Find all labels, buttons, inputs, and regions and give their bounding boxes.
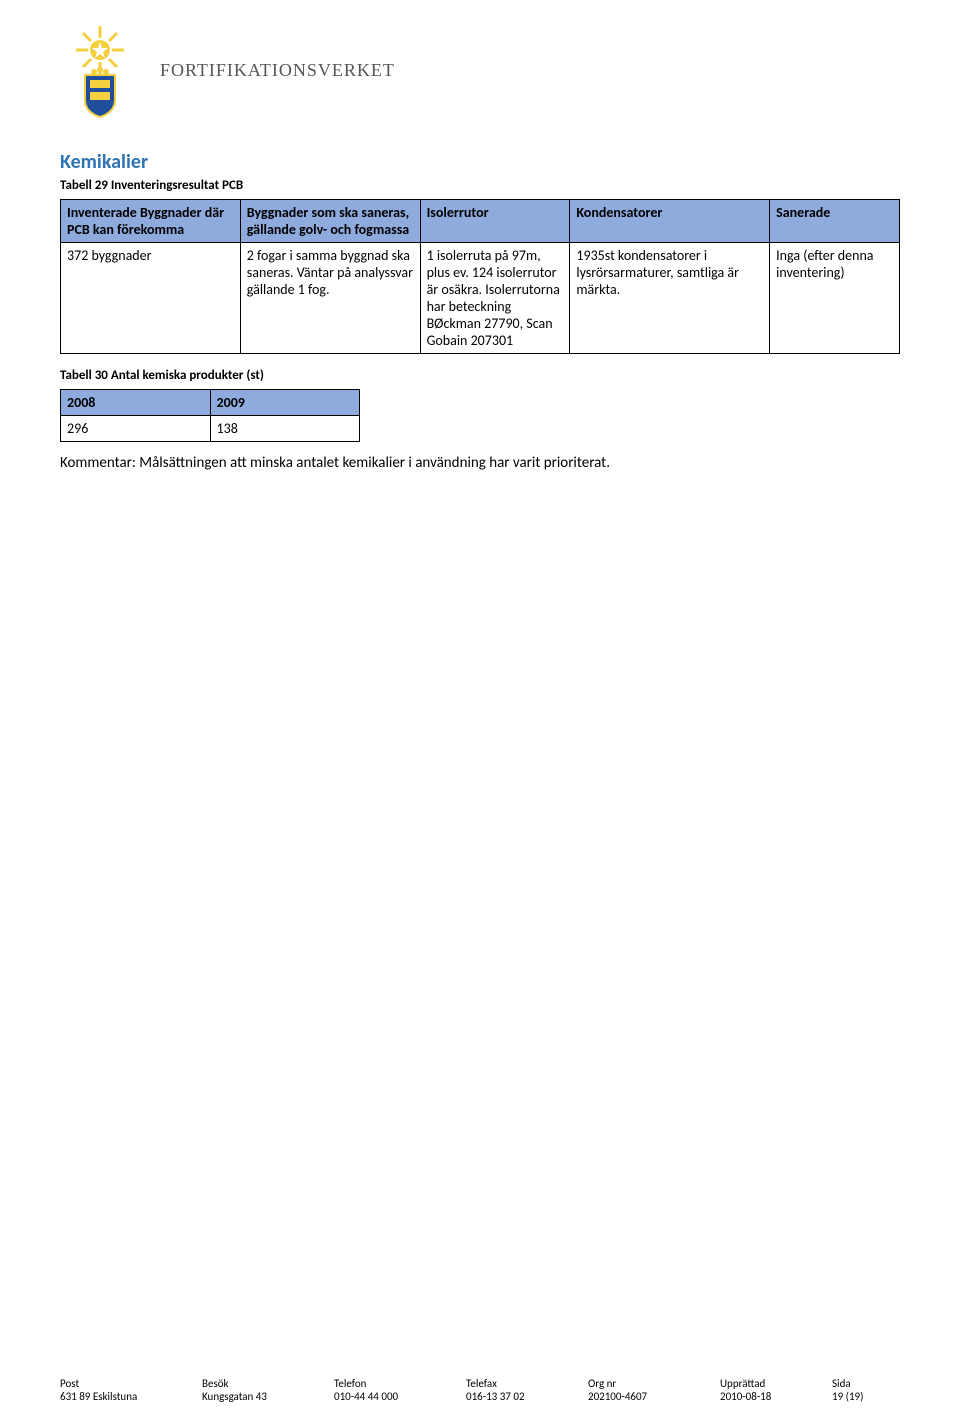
footer-value: 202100-4607: [588, 1390, 698, 1403]
table-pcb: Inventerade Byggnader där PCB kan föreko…: [60, 199, 900, 354]
cell: Inga (efter denna inventering): [770, 243, 900, 354]
col-header: Inventerade Byggnader där PCB kan föreko…: [61, 200, 241, 243]
footer-value: 19 (19): [832, 1390, 892, 1403]
table-kemiska-produkter: 2008 2009 296 138: [60, 389, 360, 442]
table-header-row: Inventerade Byggnader där PCB kan föreko…: [61, 200, 900, 243]
agency-name: FORTIFIKATIONSVERKET: [160, 60, 395, 81]
footer-value: 631 89 Eskilstuna: [60, 1390, 180, 1403]
table-caption-29: Tabell 29 Inventeringsresultat PCB: [60, 178, 900, 193]
cell: 372 byggnader: [61, 243, 241, 354]
col-header: 2009: [210, 390, 360, 416]
footer-label: Org nr: [588, 1377, 698, 1390]
footer-value: 010-44 44 000: [334, 1390, 444, 1403]
agency-logo: [60, 20, 140, 120]
table-row: 372 byggnader 2 fogar i samma byggnad sk…: [61, 243, 900, 354]
footer-labels: Post Besök Telefon Telefax Org nr Upprät…: [60, 1377, 920, 1390]
footer-label: Upprättad: [720, 1377, 810, 1390]
table-row: 296 138: [61, 416, 360, 442]
comment-text: Kommentar: Målsättningen att minska anta…: [60, 454, 900, 472]
footer-values: 631 89 Eskilstuna Kungsgatan 43 010-44 4…: [60, 1390, 920, 1403]
footer-label: Sida: [832, 1377, 892, 1390]
cell: 2 fogar i samma byggnad ska saneras. Vän…: [240, 243, 420, 354]
footer-label: Telefon: [334, 1377, 444, 1390]
footer-value: 2010-08-18: [720, 1390, 810, 1403]
table-caption-30: Tabell 30 Antal kemiska produkter (st): [60, 368, 900, 383]
footer-label: Besök: [202, 1377, 312, 1390]
table-header-row: 2008 2009: [61, 390, 360, 416]
cell: 296: [61, 416, 211, 442]
footer-label: Telefax: [466, 1377, 566, 1390]
col-header: Kondensatorer: [570, 200, 770, 243]
footer-value: 016-13 37 02: [466, 1390, 566, 1403]
col-header: Byggnader som ska saneras, gällande golv…: [240, 200, 420, 243]
cell: 1935st kondensatorer i lysrörsarmaturer,…: [570, 243, 770, 354]
footer-value: Kungsgatan 43: [202, 1390, 312, 1403]
page-header: FORTIFIKATIONSVERKET: [60, 20, 900, 120]
col-header: 2008: [61, 390, 211, 416]
col-header: Sanerade: [770, 200, 900, 243]
page-footer: Post Besök Telefon Telefax Org nr Upprät…: [60, 1377, 920, 1403]
cell: 138: [210, 416, 360, 442]
cell: 1 isolerruta på 97m, plus ev. 124 isoler…: [420, 243, 570, 354]
footer-label: Post: [60, 1377, 180, 1390]
section-title-kemikalier: Kemikalier: [60, 150, 900, 174]
col-header: Isolerrutor: [420, 200, 570, 243]
